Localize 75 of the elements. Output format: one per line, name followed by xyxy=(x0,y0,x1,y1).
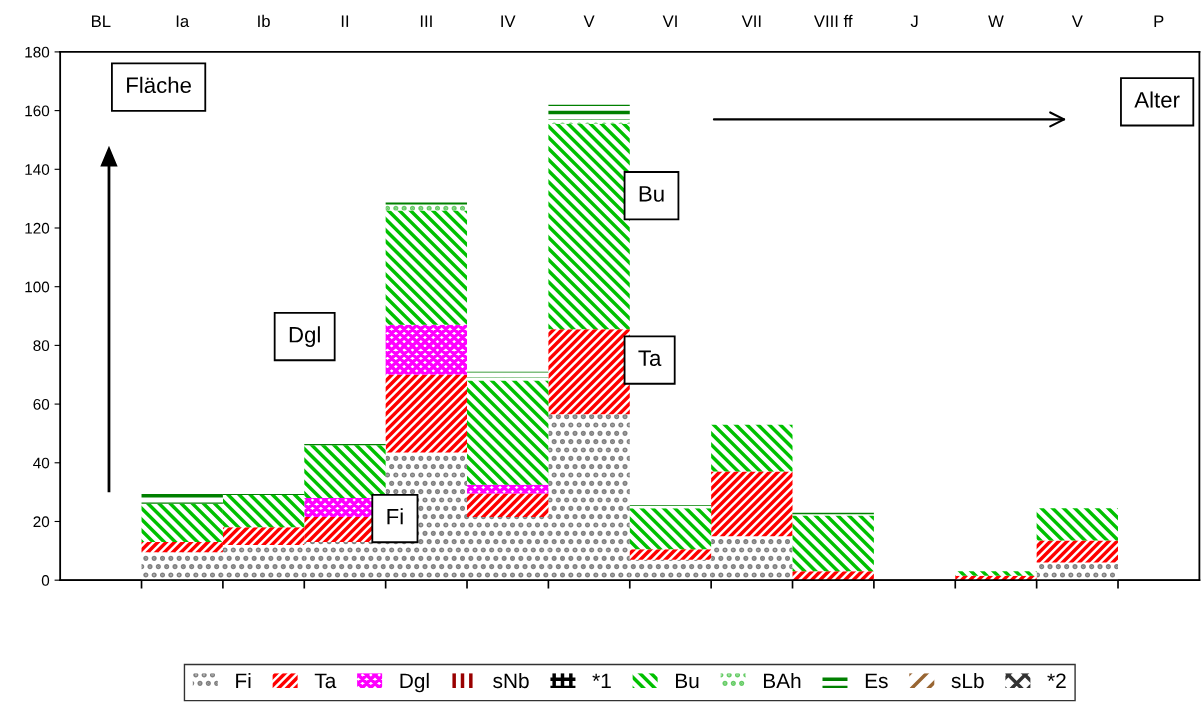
y-tick-label: 40 xyxy=(33,457,50,469)
bar xyxy=(711,471,793,537)
y-tick-label: 160 xyxy=(25,105,50,117)
bar xyxy=(304,440,386,446)
bar xyxy=(792,571,874,581)
x-tick-label: BL xyxy=(92,15,111,27)
x-tick-label: VIII ff xyxy=(813,14,853,27)
bar xyxy=(385,210,468,325)
bar xyxy=(222,527,305,545)
annotation: Alter xyxy=(1134,91,1180,108)
bar xyxy=(629,505,712,509)
legend-label: Es xyxy=(865,673,888,689)
annotation: Dgl xyxy=(289,326,320,347)
y-tick-label: 120 xyxy=(25,222,50,234)
bar xyxy=(304,542,386,581)
x-tick-label: W xyxy=(988,15,1004,27)
y-tick-label: 20 xyxy=(33,516,50,528)
bar xyxy=(467,377,549,381)
legend-label: Bu xyxy=(676,673,699,689)
annotation: Fläche xyxy=(127,76,191,94)
legend-label: *2 xyxy=(1047,673,1066,688)
bar xyxy=(222,495,305,528)
y-tick-label: 180 xyxy=(25,46,50,58)
bar xyxy=(141,552,223,581)
bar xyxy=(1036,508,1119,541)
bar xyxy=(304,445,386,498)
y-tick-label: 80 xyxy=(33,340,50,352)
y-tick-label: 0 xyxy=(41,575,50,586)
bar xyxy=(629,559,712,581)
legend-label: sLb xyxy=(951,672,984,689)
y-tick-label: 60 xyxy=(33,398,50,410)
legend-label: Ta xyxy=(314,673,337,689)
bar xyxy=(467,371,549,378)
x-tick-label: IV xyxy=(501,15,516,27)
bar xyxy=(548,104,630,120)
bar xyxy=(629,508,712,550)
bar xyxy=(548,414,630,581)
legend-label: sNb xyxy=(493,672,529,689)
x-tick-label: VII xyxy=(741,15,761,27)
bar xyxy=(222,544,305,581)
x-tick-label: III xyxy=(420,15,432,27)
bar xyxy=(467,380,549,485)
bar xyxy=(385,324,468,375)
bar xyxy=(467,517,549,581)
bar xyxy=(141,542,223,553)
y-tick-label: 140 xyxy=(25,164,50,175)
annotation: Ta xyxy=(638,350,662,367)
bar xyxy=(548,123,630,330)
bar xyxy=(792,515,874,572)
x-tick-label: II xyxy=(341,15,349,27)
x-tick-label: V xyxy=(583,15,595,27)
legend-label: Fi xyxy=(236,672,251,688)
x-tick-label: V xyxy=(1071,15,1083,27)
x-tick-label: Ib xyxy=(258,14,270,28)
bar xyxy=(467,484,549,494)
legend-label: *1 xyxy=(592,673,611,688)
annotation: Fi xyxy=(387,508,403,525)
annotation: Bu xyxy=(639,186,664,202)
y-tick-label: 100 xyxy=(25,281,50,293)
legend-label: Dgl xyxy=(400,672,429,693)
x-tick-label: VI xyxy=(662,15,677,27)
x-tick-label: Ia xyxy=(176,15,190,28)
bar xyxy=(1036,540,1119,563)
bar xyxy=(1036,562,1119,581)
bar xyxy=(792,512,874,516)
bar xyxy=(467,493,549,518)
bar xyxy=(711,424,793,472)
x-tick-label: P xyxy=(1154,15,1164,27)
bar xyxy=(955,571,1037,576)
bar xyxy=(385,374,468,453)
bar xyxy=(141,503,223,543)
legend-label: BAh xyxy=(763,672,801,688)
x-tick-label: J xyxy=(910,15,918,28)
bar xyxy=(711,536,793,581)
bar xyxy=(629,549,712,560)
